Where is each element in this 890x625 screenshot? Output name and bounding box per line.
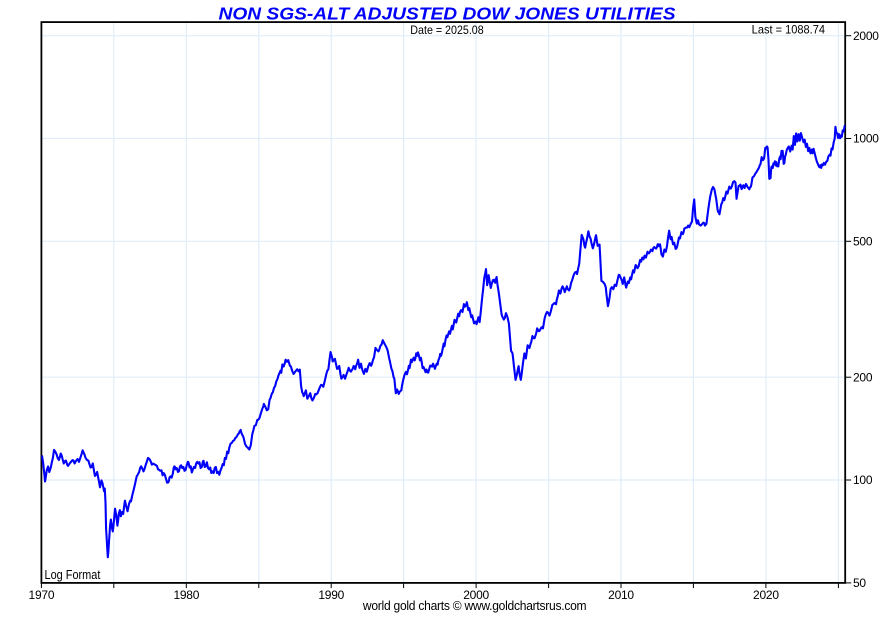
svg-text:500: 500 bbox=[853, 235, 873, 249]
svg-text:Log Format: Log Format bbox=[45, 568, 102, 582]
svg-text:NON SGS-ALT ADJUSTED DOW JONES: NON SGS-ALT ADJUSTED DOW JONES UTILITIES bbox=[219, 4, 676, 24]
svg-text:2010: 2010 bbox=[608, 588, 634, 602]
svg-text:100: 100 bbox=[853, 473, 873, 487]
svg-text:1000: 1000 bbox=[853, 132, 879, 146]
svg-text:world gold charts © www.goldch: world gold charts © www.goldchartsrus.co… bbox=[362, 598, 586, 613]
svg-text:2000: 2000 bbox=[463, 588, 489, 602]
svg-text:2020: 2020 bbox=[753, 588, 779, 602]
svg-text:Date = 2025.08: Date = 2025.08 bbox=[410, 24, 483, 36]
svg-text:1990: 1990 bbox=[318, 588, 344, 602]
svg-text:Last = 1088.74: Last = 1088.74 bbox=[752, 24, 825, 36]
svg-text:2000: 2000 bbox=[853, 29, 879, 43]
svg-text:1980: 1980 bbox=[173, 588, 199, 602]
svg-text:50: 50 bbox=[853, 576, 866, 590]
svg-text:200: 200 bbox=[853, 370, 873, 384]
svg-text:1970: 1970 bbox=[29, 588, 55, 602]
